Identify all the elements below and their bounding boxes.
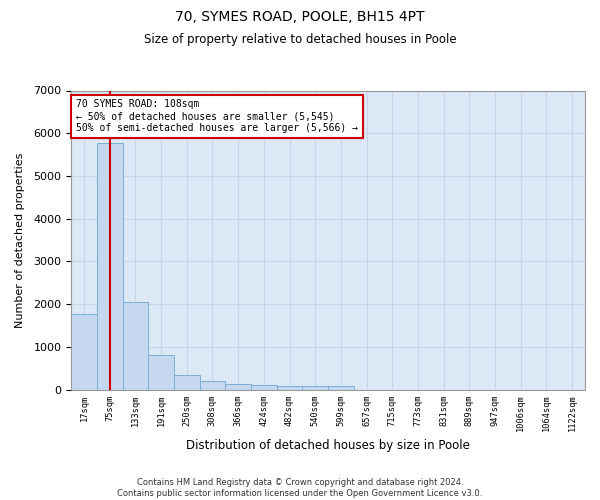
Bar — [302, 386, 328, 390]
Bar — [328, 386, 354, 390]
Y-axis label: Number of detached properties: Number of detached properties — [15, 152, 25, 328]
Text: 70, SYMES ROAD, POOLE, BH15 4PT: 70, SYMES ROAD, POOLE, BH15 4PT — [175, 10, 425, 24]
Bar — [226, 384, 251, 390]
Bar — [251, 385, 277, 390]
Text: 70 SYMES ROAD: 108sqm
← 50% of detached houses are smaller (5,545)
50% of semi-d: 70 SYMES ROAD: 108sqm ← 50% of detached … — [76, 100, 358, 132]
Bar — [200, 381, 226, 390]
Bar — [277, 386, 302, 390]
Bar — [174, 375, 200, 390]
X-axis label: Distribution of detached houses by size in Poole: Distribution of detached houses by size … — [186, 440, 470, 452]
Bar — [122, 302, 148, 390]
Text: Size of property relative to detached houses in Poole: Size of property relative to detached ho… — [143, 32, 457, 46]
Bar — [148, 354, 174, 390]
Bar — [71, 314, 97, 390]
Text: Contains HM Land Registry data © Crown copyright and database right 2024.
Contai: Contains HM Land Registry data © Crown c… — [118, 478, 482, 498]
Bar — [97, 142, 122, 390]
